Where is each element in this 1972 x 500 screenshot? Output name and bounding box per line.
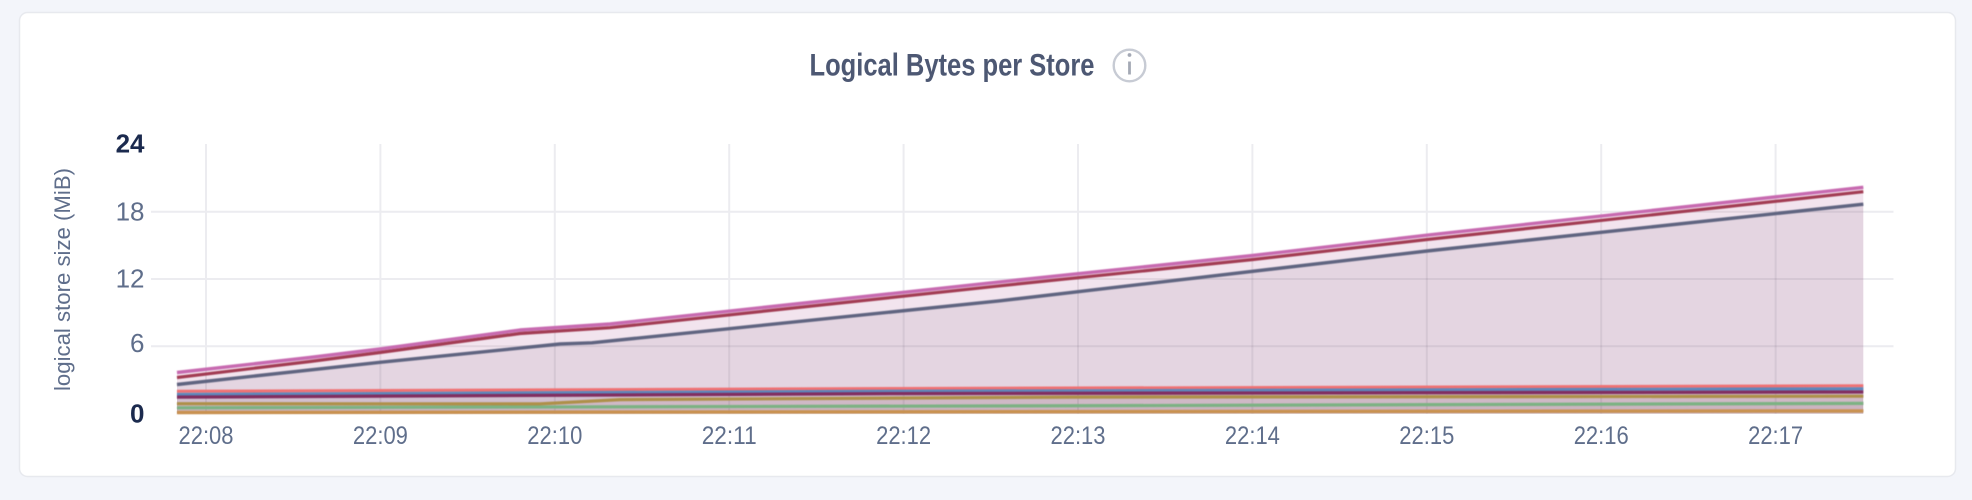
svg-text:22:13: 22:13 bbox=[1051, 422, 1106, 450]
svg-text:22:11: 22:11 bbox=[702, 422, 757, 450]
svg-text:0: 0 bbox=[130, 399, 144, 429]
svg-text:22:15: 22:15 bbox=[1399, 422, 1454, 450]
svg-text:22:17: 22:17 bbox=[1748, 422, 1803, 450]
svg-text:24: 24 bbox=[116, 129, 145, 159]
svg-text:18: 18 bbox=[116, 197, 145, 227]
svg-text:6: 6 bbox=[130, 328, 144, 358]
svg-text:22:14: 22:14 bbox=[1225, 422, 1280, 450]
svg-text:Logical Bytes per Store: Logical Bytes per Store bbox=[810, 47, 1095, 83]
svg-text:22:09: 22:09 bbox=[353, 422, 408, 450]
svg-text:12: 12 bbox=[116, 264, 145, 294]
svg-text:22:12: 22:12 bbox=[876, 422, 931, 450]
svg-text:22:10: 22:10 bbox=[527, 422, 582, 450]
svg-text:22:08: 22:08 bbox=[179, 422, 234, 450]
svg-text:22:16: 22:16 bbox=[1574, 422, 1629, 450]
svg-text:logical store size (MiB): logical store size (MiB) bbox=[50, 168, 75, 391]
